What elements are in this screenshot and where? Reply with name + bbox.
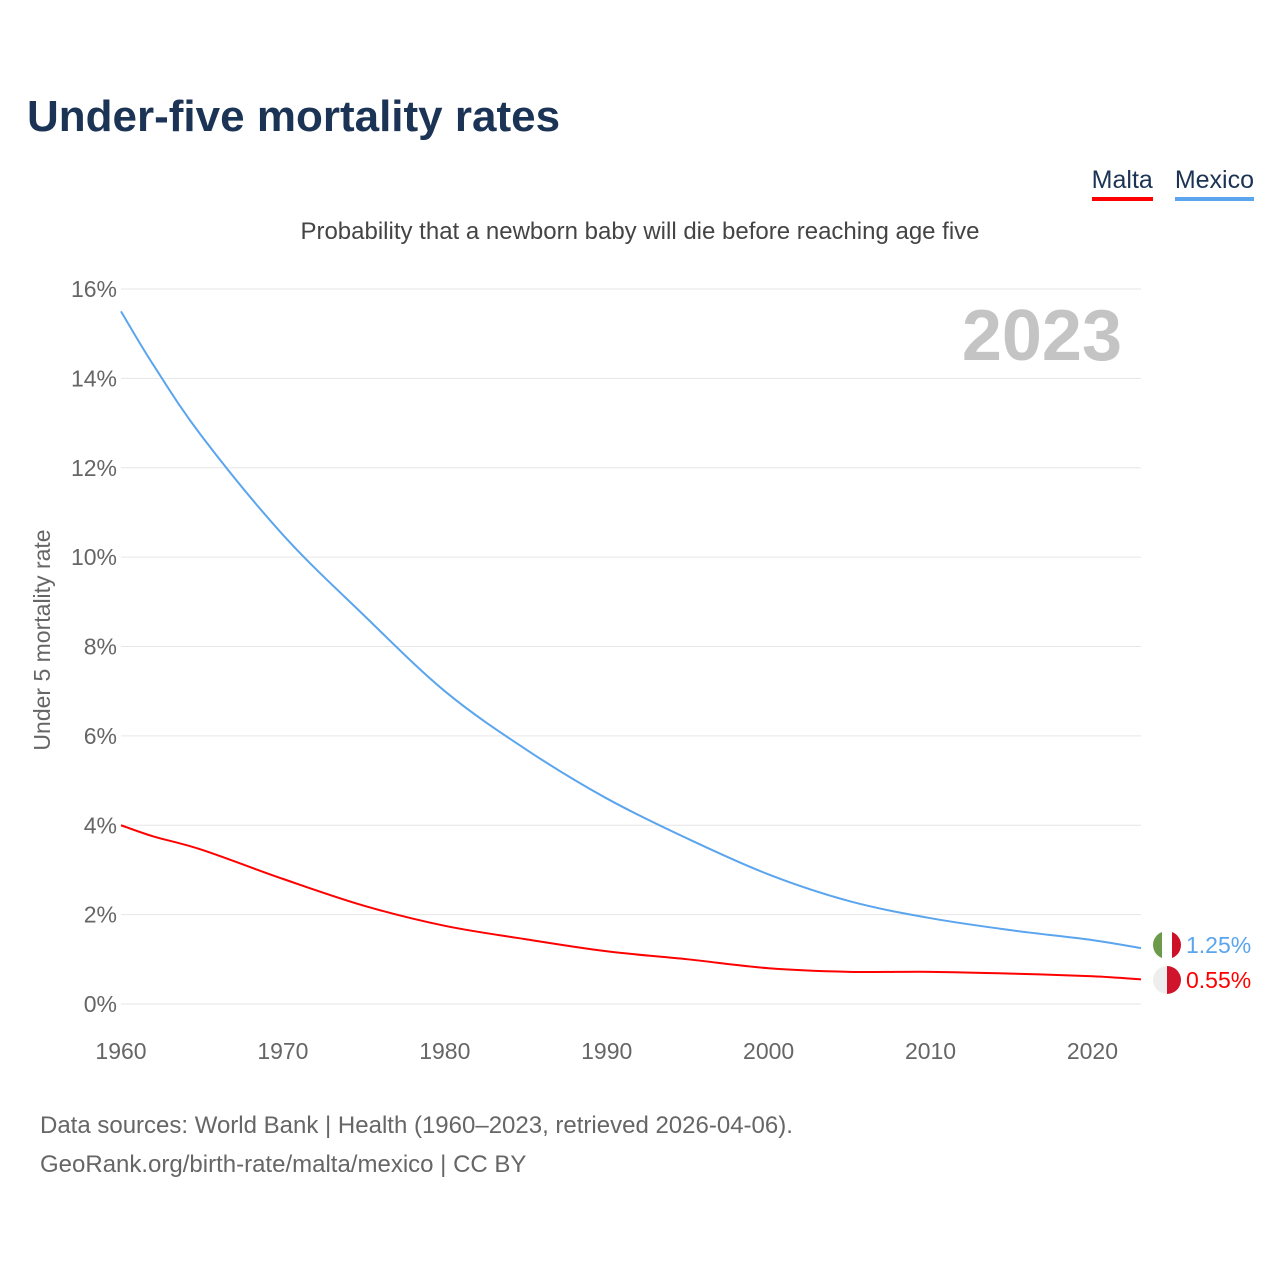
footer-sources: Data sources: World Bank | Health (1960–… [40,1112,793,1139]
x-tick-label: 2010 [905,1038,956,1064]
y-tick-label: 0% [84,991,117,1017]
y-axis-label: Under 5 mortality rate [29,529,55,750]
y-tick-label: 16% [71,276,117,302]
x-tick-label: 2020 [1067,1038,1118,1064]
end-label-mexico: 1.25% [1186,932,1251,958]
footer: Data sources: World Bank | Health (1960–… [40,1106,793,1184]
flag-icon-mexico [1153,931,1181,959]
y-tick-label: 4% [84,812,117,838]
y-tick-label: 12% [71,455,117,481]
chart-subtitle: Probability that a newborn baby will die… [300,218,980,245]
x-tick-label: 1990 [581,1038,632,1064]
year-label: 2023 [962,296,1122,376]
x-tick-label: 1980 [419,1038,470,1064]
end-label-malta: 0.55% [1186,967,1251,993]
y-tick-label: 6% [84,723,117,749]
y-tick-label: 8% [84,634,117,660]
legend-mexico[interactable]: Mexico [1174,166,1254,201]
y-tick-label: 14% [71,365,117,391]
y-tick-label: 2% [84,902,117,928]
x-tick-label: 2000 [743,1038,794,1064]
series-line-mexico [120,310,1142,950]
flag-icon-malta [1153,966,1181,994]
x-tick-label: 1960 [95,1038,146,1064]
series-line-malta [120,824,1142,981]
legend-malta[interactable]: Malta [1091,166,1153,201]
y-tick-label: 10% [71,544,117,570]
footer-link[interactable]: GeoRank.org/birth-rate/malta/mexico | CC… [40,1151,527,1178]
legend: Malta Mexico [1091,166,1254,201]
x-tick-label: 1970 [257,1038,308,1064]
chart-title: Under-five mortality rates [27,92,561,141]
